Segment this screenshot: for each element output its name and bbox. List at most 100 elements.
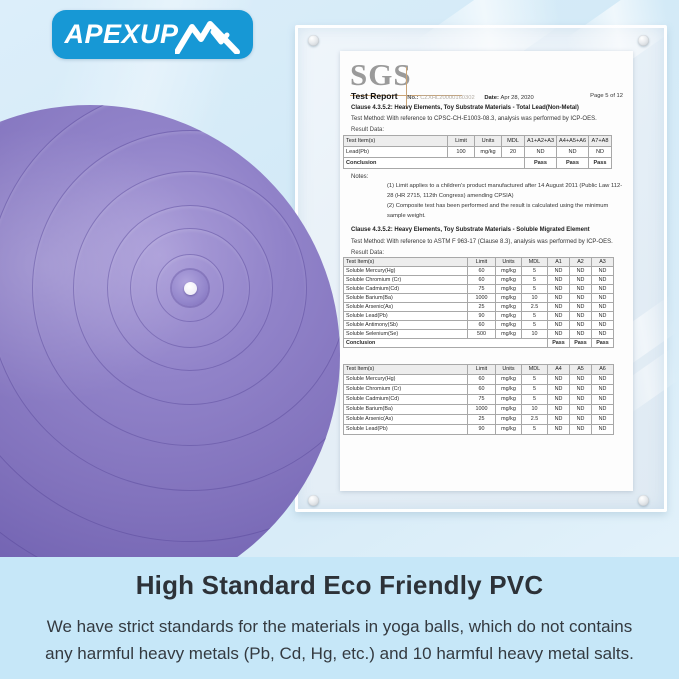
yoga-ball (0, 105, 340, 605)
table-cell: mg/kg (495, 424, 522, 435)
test-method-text: With reference to ASTM F 963-17 (Clause … (386, 239, 613, 245)
table-cell: mg/kg (495, 284, 522, 294)
table-cell: ND (569, 284, 592, 294)
table-cell: 5 (521, 266, 548, 276)
table-cell: 10 (521, 404, 548, 415)
footer-body-line2: any harmful heavy metals (Pb, Cd, Hg, et… (45, 644, 634, 663)
table-cell: Lead(Pb) (343, 146, 448, 158)
table-cell: Units (495, 364, 522, 375)
clause-heading-2: Clause 4.3.5.2: Heavy Elements, Toy Subs… (351, 227, 590, 233)
table-cell: Soluble Cadmium(Cd) (343, 394, 468, 405)
table-cell: ND (569, 394, 592, 405)
table-cell: 75 (467, 284, 496, 294)
table-cell: 75 (467, 394, 496, 405)
table-cell: ND (524, 146, 557, 158)
table-cell: ND (591, 302, 614, 312)
table-cell: mg/kg (495, 320, 522, 330)
note-item: (2) Composite test has been performed an… (387, 203, 609, 219)
sgs-logo-line (406, 67, 407, 109)
table-cell: Limit (467, 364, 496, 375)
table-cell: Soluble Selenium(Se) (343, 329, 468, 339)
table-cell: mg/kg (495, 414, 522, 425)
footer-body-text: We have strict standards for the materia… (0, 613, 679, 667)
table-cell: ND (547, 284, 570, 294)
table-cell: ND (591, 266, 614, 276)
table-cell: Soluble Chromium (Cr) (343, 384, 468, 395)
table-cell: Units (495, 257, 522, 267)
table-cell: A1 (547, 257, 570, 267)
table-cell: MDL (501, 135, 525, 147)
table-cell: ND (591, 284, 614, 294)
table-cell: A1+A2+A3 (524, 135, 557, 147)
table-cell: ND (569, 384, 592, 395)
table-cell: A4+A5+A6 (556, 135, 589, 147)
table-cell: ND (547, 302, 570, 312)
table-cell: mg/kg (495, 266, 522, 276)
report-date-value: Apr 28, 2020 (500, 95, 534, 101)
result-data-label-1: Result Data: (351, 127, 385, 133)
table-cell: ND (547, 266, 570, 276)
table-cell: 25 (467, 414, 496, 425)
table-cell: ND (569, 320, 592, 330)
table-cell: 100 (447, 146, 475, 158)
table-cell: ND (569, 311, 592, 321)
table-cell: 60 (467, 384, 496, 395)
test-method-label: Test Method: (351, 239, 386, 245)
table-cell: ND (591, 374, 614, 385)
table-cell: ND (547, 424, 570, 435)
table-cell: mg/kg (495, 329, 522, 339)
table-cell: ND (547, 414, 570, 425)
table-cell: Soluble Mercury(Hg) (343, 266, 468, 276)
table-cell: ND (591, 394, 614, 405)
report-title-row: Test Report No.: CZXHL20000160302 Date: … (351, 91, 626, 101)
table-cell: mg/kg (495, 404, 522, 415)
table-cell: 1000 (467, 293, 496, 303)
soluble-elements-table-a4-a6: Test Item(s) Limit Units MDL A4 A5 A6 Soluble M… (343, 364, 614, 435)
table-cell: 5 (521, 275, 548, 285)
table-cell: A3 (591, 257, 614, 267)
table-cell: ND (588, 146, 612, 158)
test-method-label: Test Method: (351, 116, 386, 122)
table-cell: Units (474, 135, 502, 147)
table-cell: ND (569, 329, 592, 339)
table-cell: ND (591, 384, 614, 395)
soluble-elements-table-a1-a3: Test Item(s) Limit Units MDL A1 A2 A3 Soluble M… (343, 257, 614, 348)
table-cell: Soluble Chromium (Cr) (343, 275, 468, 285)
table-cell: 20 (501, 146, 525, 158)
table-cell: 5 (521, 311, 548, 321)
table-cell: ND (569, 424, 592, 435)
table-cell: ND (569, 302, 592, 312)
table-cell: ND (547, 394, 570, 405)
table-cell: A4 (547, 364, 570, 375)
report-date-label: Date: (484, 95, 499, 101)
conclusion-value: Pass (556, 157, 589, 169)
table-cell: A6 (591, 364, 614, 375)
report-page-number: Page 5 of 12 (590, 93, 623, 99)
test-method-1: Test Method: With reference to CPSC-CH-E… (351, 116, 597, 122)
table-cell: 90 (467, 311, 496, 321)
table-cell: ND (547, 293, 570, 303)
table-cell: mg/kg (495, 275, 522, 285)
table-cell: ND (547, 384, 570, 395)
table-cell: A7+A8 (588, 135, 612, 147)
table-cell: mg/kg (495, 374, 522, 385)
footer-heading: High Standard Eco Friendly PVC (135, 570, 544, 600)
test-method-text: With reference to CPSC-CH-E1003-08.3, an… (386, 116, 597, 122)
table-cell: Soluble Lead(Pb) (343, 311, 468, 321)
table-cell: ND (547, 374, 570, 385)
table-cell: Soluble Arsenic(As) (343, 302, 468, 312)
table-cell: A2 (569, 257, 592, 267)
table-cell: 5 (521, 424, 548, 435)
table-cell: Test Item(s) (343, 135, 448, 147)
table-cell: ND (569, 266, 592, 276)
table-cell: Test Item(s) (343, 364, 468, 375)
report-no-label: No.: (407, 95, 419, 101)
table-cell: ND (569, 275, 592, 285)
conclusion-value: Pass (588, 157, 612, 169)
table-cell: 5 (521, 394, 548, 405)
table-cell: Soluble Antimony(Sb) (343, 320, 468, 330)
table-cell: 1000 (467, 404, 496, 415)
table-cell: ND (556, 146, 589, 158)
footer-body-line1: We have strict standards for the materia… (46, 617, 633, 636)
